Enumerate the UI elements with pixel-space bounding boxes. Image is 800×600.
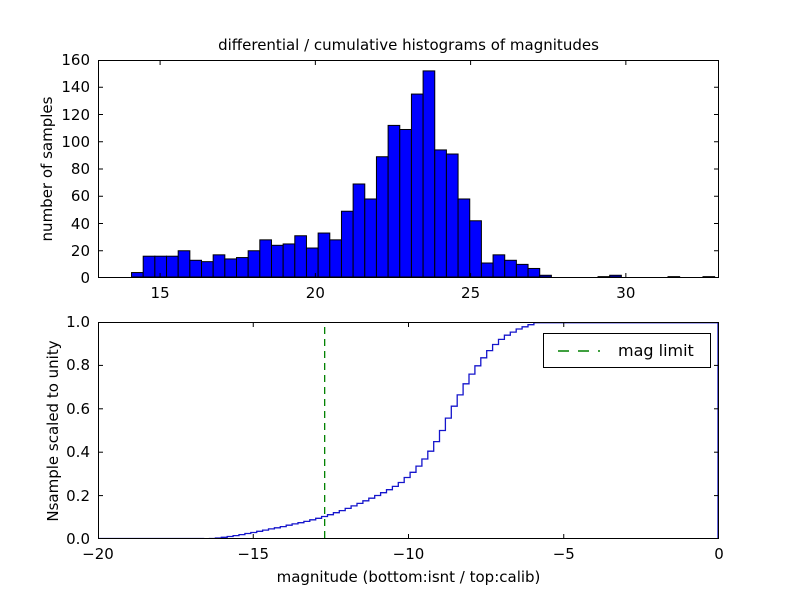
y-tick-label: 60 [70, 187, 90, 206]
histogram-bar [142, 255, 156, 278]
histogram-bar [212, 254, 226, 278]
histogram-bar [340, 210, 354, 278]
x-tick-label: −10 [392, 545, 425, 563]
histogram-bar [166, 255, 179, 278]
top-axes-differential-histogram [98, 59, 719, 279]
cumulative-step-curve [98, 322, 719, 540]
bottom-axes-cumulative-histogram: mag limit [97, 321, 720, 540]
histogram-bar [270, 244, 284, 278]
histogram-bar [492, 254, 506, 278]
histogram-bar [305, 247, 319, 278]
mag-limit-dash-sample-icon [558, 349, 600, 352]
y-tick-label: 140 [61, 78, 90, 97]
histogram-bar [515, 263, 529, 278]
histogram-bar [352, 183, 366, 278]
y-tick-label: 0.2 [66, 486, 90, 505]
histogram-bar [154, 255, 168, 278]
x-tick-label: 30 [616, 284, 636, 302]
y-tick-label: 160 [61, 51, 90, 69]
legend-label: mag limit [618, 341, 694, 360]
y-tick-label: 0.4 [66, 443, 90, 462]
histogram-bar [201, 261, 214, 278]
histogram-bar [235, 257, 249, 278]
histogram-bar [539, 274, 552, 278]
x-tick-label: 0 [714, 545, 724, 563]
histogram-bar [294, 235, 307, 278]
histogram-bar [457, 198, 471, 278]
histogram-bar [387, 124, 401, 278]
histogram-bar [375, 156, 389, 278]
histogram-bar [469, 220, 482, 278]
histogram-bar [609, 274, 622, 278]
x-tick-label: −15 [237, 545, 270, 563]
y-tick-label: 0.6 [66, 399, 90, 418]
x-tick-label: 25 [461, 284, 481, 302]
y-tick-label: 120 [61, 105, 90, 124]
histogram-bar [410, 93, 424, 278]
histogram-bar [189, 259, 203, 278]
histogram-bar [364, 198, 377, 278]
x-tick-label: −20 [82, 545, 114, 563]
differential-histogram-plot [98, 59, 719, 279]
histogram-bar [445, 153, 459, 278]
x-axis-label: magnitude (bottom:isnt / top:calib) [276, 568, 541, 586]
y-tick-label: 20 [70, 241, 90, 260]
y-tick-label: 100 [61, 132, 90, 151]
histogram-bar [177, 250, 191, 278]
y-tick-label: 0.0 [66, 530, 90, 548]
histogram-bar [527, 267, 541, 278]
histogram-bar [504, 259, 517, 278]
y-tick-label: 1.0 [66, 313, 90, 331]
histogram-bar [480, 262, 494, 278]
y-tick-label: 40 [70, 214, 90, 233]
x-tick-label: 15 [150, 284, 170, 302]
histogram-bar [131, 272, 144, 278]
y-tick-label: 0 [80, 269, 90, 287]
histogram-bar [317, 232, 331, 278]
histogram-bar [422, 70, 436, 278]
histogram-bar [247, 250, 261, 278]
legend: mag limit [543, 333, 711, 368]
y-tick-label: 80 [70, 160, 90, 178]
histogram-bar [434, 149, 447, 278]
histogram-bar [224, 258, 237, 278]
histogram-bar [329, 239, 342, 278]
histogram-bar [399, 128, 412, 278]
y-tick-label: 0.8 [66, 356, 90, 375]
x-tick-label: −5 [552, 545, 575, 563]
chart-title: differential / cumulative histograms of … [218, 36, 599, 54]
histogram-bar [259, 239, 272, 278]
histogram-bar [282, 243, 296, 278]
x-tick-label: 20 [305, 284, 325, 302]
